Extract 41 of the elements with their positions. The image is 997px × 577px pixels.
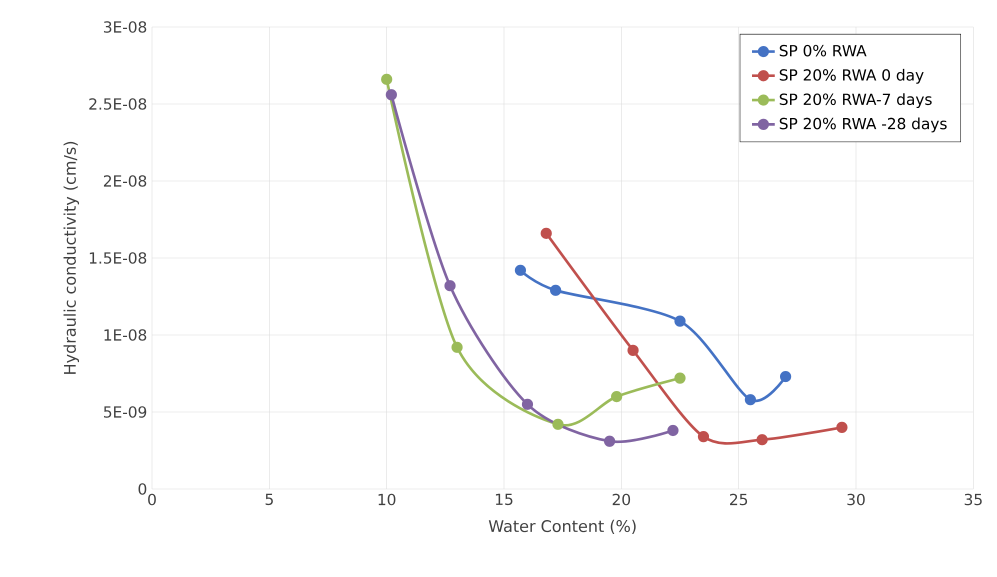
y-tick-label: 2.5E-08 (89, 98, 146, 110)
x-tick-label: 20 (612, 494, 630, 506)
point (386, 89, 397, 100)
point (552, 418, 564, 430)
point (674, 372, 686, 384)
point (674, 316, 686, 327)
point (698, 431, 710, 442)
x-tick-label: 35 (964, 494, 982, 506)
y-axis-title: Hydraulic conductivity (cm/s) (64, 142, 80, 374)
point (514, 264, 526, 276)
x-tick-label: 25 (730, 494, 748, 506)
point (550, 284, 562, 296)
legend-label: SP 20% RWA-7 days (780, 93, 932, 108)
point (451, 342, 463, 353)
point (780, 370, 792, 382)
legend-label: SP 0% RWA (780, 44, 867, 56)
y-tick-label: 0 (138, 483, 146, 495)
x-axis-title: Water Content (%) (488, 520, 636, 534)
y-tick-label: 1.5E-08 (90, 252, 146, 264)
point (667, 424, 679, 436)
y-tick-label: 1E-08 (104, 329, 146, 341)
point (540, 228, 552, 239)
x-tick-label: 5 (266, 494, 273, 506)
point (744, 394, 756, 406)
y-tick-label: 5E-09 (104, 406, 146, 418)
point (381, 74, 392, 85)
point (604, 436, 616, 447)
x-tick-label: 0 (148, 494, 156, 506)
point (611, 390, 622, 402)
y-tick-label: 3E-08 (104, 21, 146, 33)
legend-label: SP 20% RWA -28 days (780, 118, 947, 132)
x-tick-label: 10 (378, 494, 396, 506)
point (756, 434, 768, 446)
point (522, 398, 534, 410)
point (444, 280, 456, 292)
legend-label: SP 20% RWA 0 day (780, 68, 924, 84)
x-tick-label: 30 (847, 494, 865, 506)
point (836, 422, 848, 433)
point (627, 344, 639, 356)
x-tick-label: 15 (496, 494, 512, 506)
y-tick-label: 2E-08 (104, 175, 146, 187)
